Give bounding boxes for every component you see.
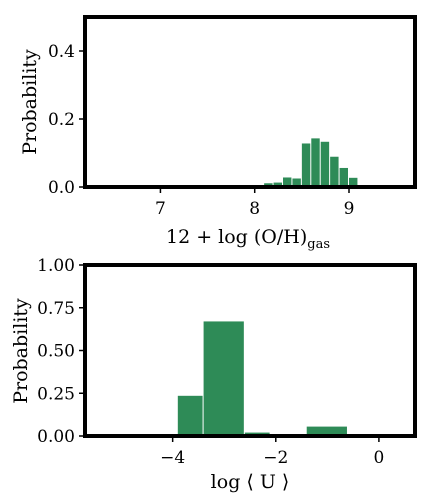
panel-ionization: −4 −2 0 0.00 0.25 0.50 0.75 1.00 log ⟨ U ⟩ Prob… <box>10 256 417 493</box>
p1-bar-7 <box>320 141 330 187</box>
p2-ytick-label-0: 0.00 <box>37 427 75 447</box>
p2-xtick-label-1: −2 <box>263 448 288 468</box>
p2-ytick-label-4: 1.00 <box>37 256 75 276</box>
p2-bar-2 <box>177 395 203 436</box>
p1-xlabel: 12 + log (O/H)gas <box>166 226 330 252</box>
p1-bar-6 <box>311 138 320 187</box>
p2-bar-6 <box>306 426 347 436</box>
p1-bar-5 <box>301 143 311 187</box>
p1-bar-4 <box>292 178 301 187</box>
p2-xtick-label-2: 0 <box>373 448 384 468</box>
panel-metallicity: 7 8 9 0.0 0.2 0.4 12 + log (O/H)gas Probabili… <box>19 15 417 252</box>
p1-ytick-label-2: 0.4 <box>48 42 75 62</box>
p2-ticks-group: −4 −2 0 0.00 0.25 0.50 0.75 1.00 <box>37 256 384 468</box>
p1-bar-10 <box>349 177 358 187</box>
p1-ticks-group: 7 8 9 0.0 0.2 0.4 <box>48 42 354 219</box>
p1-bars-group <box>254 138 358 187</box>
p1-ytick-label-1: 0.2 <box>48 110 75 130</box>
p1-xtick-label-0: 7 <box>155 199 166 219</box>
p2-bars-group <box>177 321 394 436</box>
p1-bar-9 <box>339 167 348 187</box>
p1-bar-8 <box>330 156 339 187</box>
p1-xtick-label-1: 8 <box>249 199 260 219</box>
p2-ytick-label-1: 0.25 <box>37 384 75 404</box>
p1-bar-2 <box>273 182 282 187</box>
p1-ylabel: Probability <box>19 49 41 155</box>
p2-xlabel: log ⟨ U ⟩ <box>211 471 290 493</box>
p2-ylabel: Probability <box>10 298 32 404</box>
p2-ytick-label-3: 0.75 <box>37 299 75 319</box>
p2-bar-3 <box>203 321 244 436</box>
p1-frame <box>83 15 417 189</box>
p1-ytick-label-0: 0.0 <box>48 178 75 198</box>
p1-xtick-label-2: 9 <box>344 199 355 219</box>
p1-bar-3 <box>283 177 292 187</box>
p2-ytick-label-2: 0.50 <box>37 342 75 362</box>
p2-frame <box>83 263 417 438</box>
p2-xtick-label-0: −4 <box>160 448 185 468</box>
